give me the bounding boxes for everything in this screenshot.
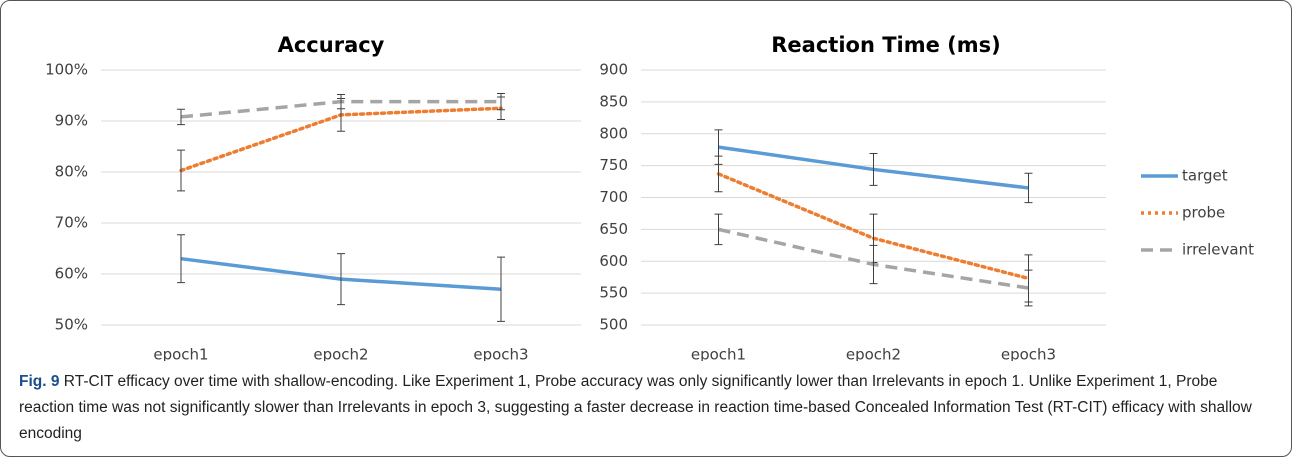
- x-tick-label: epoch3: [1001, 346, 1056, 362]
- caption-text: RT-CIT efficacy over time with shallow-e…: [19, 373, 1252, 442]
- y-tick-label: 50%: [55, 316, 88, 334]
- error-bar: [497, 92, 505, 111]
- y-tick-label: 800: [599, 124, 628, 142]
- y-tick-label: 500: [599, 316, 628, 334]
- legend-label: target: [1182, 167, 1228, 185]
- y-tick-label: 900: [599, 61, 628, 79]
- y-tick-label: 750: [599, 156, 628, 174]
- y-tick-label: 850: [599, 92, 628, 110]
- chart-title: Reaction Time (ms): [771, 33, 1001, 57]
- error-bar: [1024, 172, 1033, 204]
- error-bar: [714, 155, 723, 193]
- error-bar: [337, 93, 345, 110]
- y-tick-label: 650: [599, 220, 628, 238]
- y-tick-label: 90%: [55, 112, 88, 130]
- caption: Fig. 9 RT-CIT efficacy over time with sh…: [19, 369, 1274, 447]
- y-tick-label: 80%: [55, 163, 88, 181]
- y-tick-label: 550: [599, 284, 628, 302]
- chart-title: Accuracy: [278, 33, 385, 57]
- legend-label: irrelevant: [1182, 241, 1254, 259]
- y-tick-label: 100%: [45, 61, 88, 79]
- error-bar: [337, 253, 345, 306]
- x-tick-label: epoch3: [473, 346, 528, 362]
- charts: Accuracy 50% 60% 70% 80% 90% 100% epoch1 epoch2 e…: [45, 33, 1254, 362]
- legend-label: probe: [1182, 204, 1225, 222]
- y-tick-label: 700: [599, 188, 628, 206]
- error-bar: [869, 153, 878, 186]
- error-bar: [1024, 269, 1033, 307]
- error-bar: [177, 149, 185, 192]
- y-tick-label: 70%: [55, 214, 88, 232]
- error-bar: [869, 244, 878, 285]
- error-bar: [714, 213, 723, 246]
- y-tick-label: 60%: [55, 265, 88, 283]
- x-tick-label: epoch2: [846, 346, 901, 362]
- x-tick-label: epoch1: [153, 346, 208, 362]
- y-tick-label: 600: [599, 252, 628, 270]
- error-bar: [497, 256, 505, 322]
- error-bar: [177, 108, 185, 126]
- x-tick-label: epoch1: [691, 346, 746, 362]
- error-bar: [177, 234, 185, 284]
- caption-label: Fig. 9: [19, 373, 60, 390]
- x-tick-label: epoch2: [313, 346, 368, 362]
